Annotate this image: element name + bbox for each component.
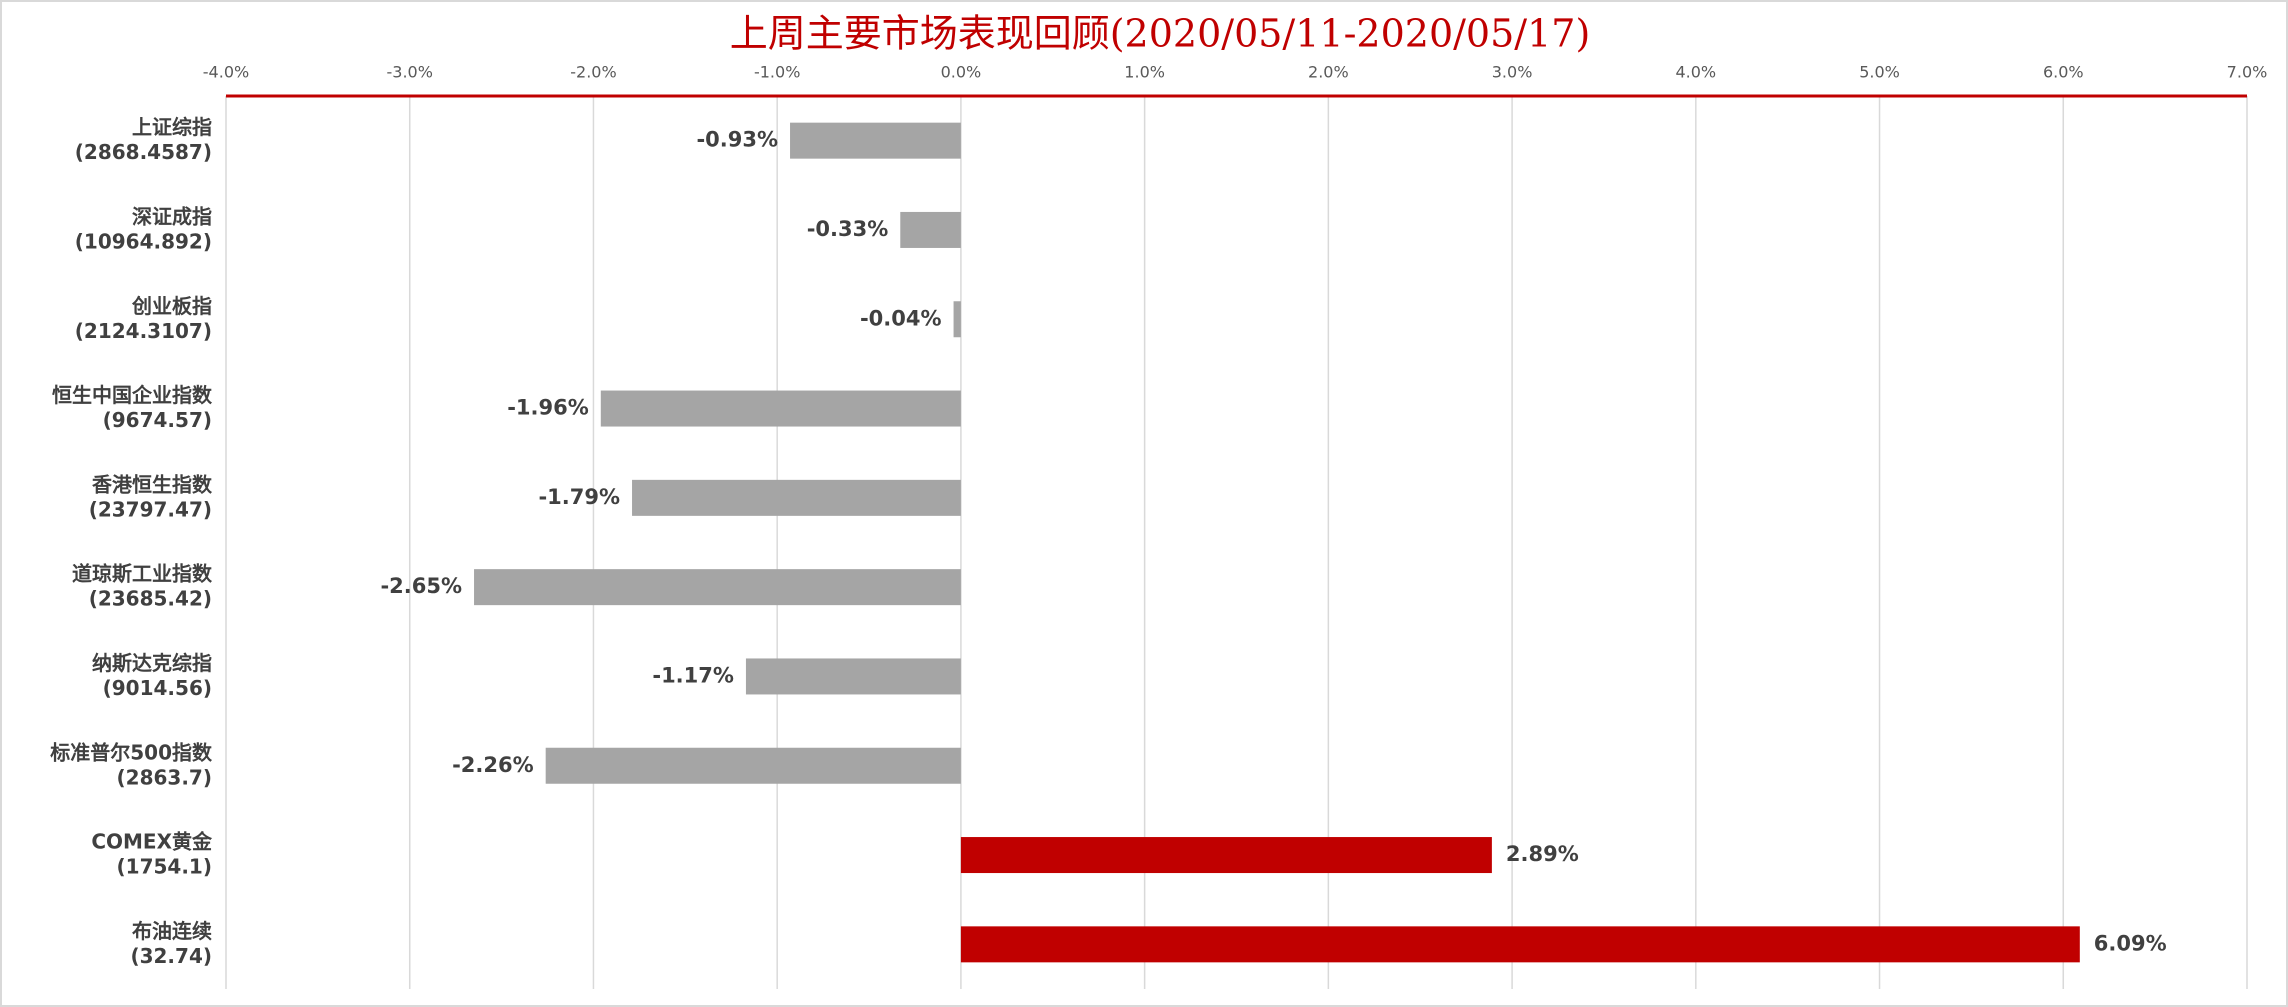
y-tick-label: (9674.57) xyxy=(103,408,212,432)
value-label: 6.09% xyxy=(2094,931,2167,955)
x-tick-label: -3.0% xyxy=(387,63,433,82)
y-tick-label: (2868.4587) xyxy=(75,140,212,164)
x-tick-label: 5.0% xyxy=(1859,63,1900,82)
value-label: -1.96% xyxy=(507,396,589,420)
x-tick-label: 7.0% xyxy=(2227,63,2268,82)
x-tick-label: -1.0% xyxy=(754,63,800,82)
value-label: -1.79% xyxy=(538,485,620,509)
y-tick-label: 布油连续 xyxy=(132,919,212,943)
x-tick-label: -2.0% xyxy=(570,63,616,82)
bar xyxy=(545,747,961,784)
y-tick-label: (2124.3107) xyxy=(75,319,212,343)
bar xyxy=(960,926,2080,963)
value-label: -0.33% xyxy=(807,217,889,241)
y-tick-label: (32.74) xyxy=(130,944,212,968)
y-tick-label: (2863.7) xyxy=(117,765,212,789)
y-tick-label: 上证综指 xyxy=(132,115,212,139)
x-tick-label: 4.0% xyxy=(1675,63,1716,82)
x-tick-label: 0.0% xyxy=(941,63,982,82)
bar xyxy=(900,211,961,248)
value-label: -2.26% xyxy=(452,753,534,777)
y-tick-label: 香港恒生指数 xyxy=(92,472,213,496)
x-tick-label: 3.0% xyxy=(1492,63,1533,82)
bar xyxy=(960,837,1492,874)
bar xyxy=(474,569,961,606)
y-tick-label: 恒生中国企业指数 xyxy=(52,383,213,407)
x-tick-label: 6.0% xyxy=(2043,63,2084,82)
x-tick-label: 2.0% xyxy=(1308,63,1349,82)
y-tick-label: (10964.892) xyxy=(75,229,212,253)
value-label: -2.65% xyxy=(380,574,462,598)
x-tick-label: 1.0% xyxy=(1124,63,1165,82)
y-tick-label: (1754.1) xyxy=(117,855,212,879)
bar xyxy=(790,122,961,159)
y-tick-label: 深证成指 xyxy=(132,204,212,228)
bar xyxy=(600,390,961,427)
value-label: -0.93% xyxy=(696,128,778,152)
y-tick-label: (23685.42) xyxy=(89,587,212,611)
bar xyxy=(745,658,961,695)
y-tick-label: COMEX黄金 xyxy=(91,830,213,854)
bar xyxy=(953,301,961,338)
y-tick-label: (9014.56) xyxy=(103,676,212,700)
y-tick-label: 创业板指 xyxy=(131,294,212,318)
y-tick-label: (23797.47) xyxy=(89,497,212,521)
value-label: -0.04% xyxy=(860,306,942,330)
y-tick-label: 道琼斯工业指数 xyxy=(72,562,213,586)
value-label: -1.17% xyxy=(652,663,734,687)
y-tick-label: 纳斯达克综指 xyxy=(92,651,212,675)
bar xyxy=(632,479,961,516)
x-tick-label: -4.0% xyxy=(203,63,249,82)
y-tick-label: 标准普尔500指数 xyxy=(50,740,213,764)
value-label: 2.89% xyxy=(1506,842,1579,866)
chart-title: 上周主要市场表现回顾(2020/05/11-2020/05/17) xyxy=(730,12,1591,56)
